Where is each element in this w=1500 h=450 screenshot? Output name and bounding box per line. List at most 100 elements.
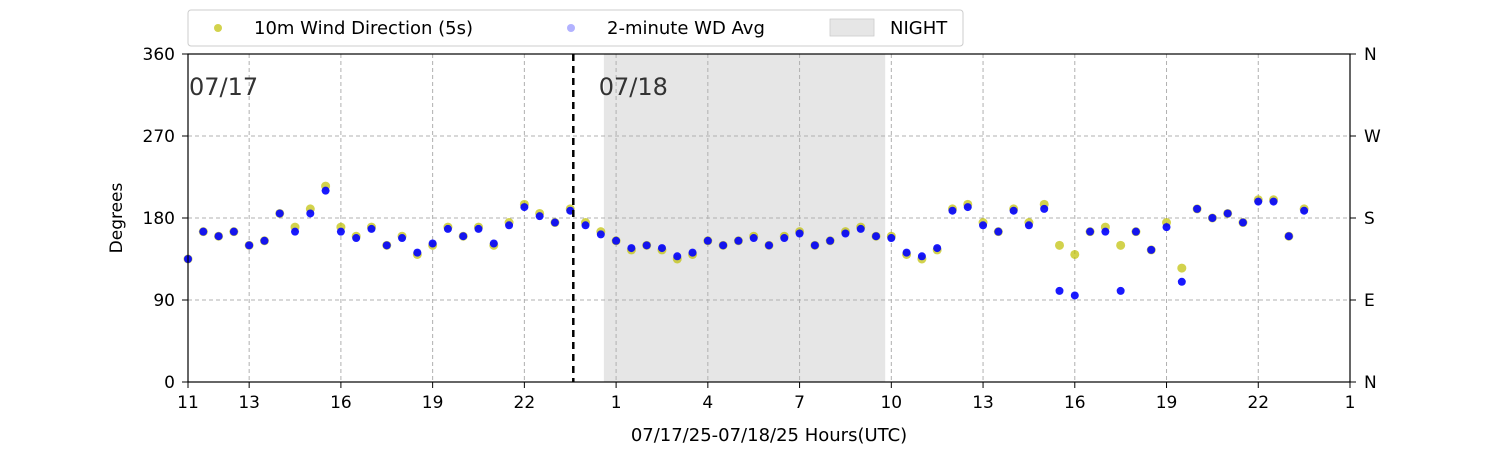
y2-tick-label: S bbox=[1364, 209, 1375, 229]
data-point bbox=[1086, 227, 1095, 236]
x-tick-label: 22 bbox=[514, 393, 536, 413]
data-point bbox=[1269, 197, 1278, 206]
data-point bbox=[703, 236, 712, 245]
y2-tick-label: E bbox=[1364, 291, 1375, 311]
data-point bbox=[505, 221, 514, 230]
data-point bbox=[780, 234, 789, 243]
data-point bbox=[1131, 227, 1140, 236]
data-point bbox=[1162, 223, 1171, 232]
x-axis-title: 07/17/25-07/18/25 Hours(UTC) bbox=[631, 425, 907, 446]
x-tick-label: 11 bbox=[177, 393, 199, 413]
data-point bbox=[657, 244, 666, 253]
data-point bbox=[1024, 221, 1033, 230]
data-point bbox=[581, 221, 590, 230]
series-wd-avg bbox=[184, 186, 1309, 300]
data-point bbox=[1116, 286, 1125, 295]
data-point bbox=[520, 203, 529, 212]
data-point bbox=[367, 224, 376, 233]
x-tick-label: 19 bbox=[1156, 393, 1178, 413]
x-axis-ticks: 11 13 16 19 22 1 4 7 10 13 16 19 22 1 bbox=[177, 382, 1355, 413]
legend-marker-wind-direction bbox=[214, 24, 222, 32]
legend-label-wind-direction: 10m Wind Direction (5s) bbox=[254, 18, 473, 39]
data-point bbox=[321, 186, 330, 195]
data-point bbox=[1040, 204, 1049, 213]
data-point bbox=[550, 218, 559, 227]
data-point bbox=[1116, 240, 1126, 250]
data-point bbox=[489, 239, 498, 248]
data-point bbox=[1055, 286, 1064, 295]
data-point bbox=[810, 241, 819, 250]
y-tick-label: 360 bbox=[143, 45, 175, 65]
legend-label-night: NIGHT bbox=[890, 18, 948, 39]
data-point bbox=[1177, 263, 1187, 273]
data-point bbox=[734, 236, 743, 245]
y-axis-ticks: 0 90 180 270 360 bbox=[143, 45, 188, 393]
data-point bbox=[749, 234, 758, 243]
data-point bbox=[979, 221, 988, 230]
data-point bbox=[627, 244, 636, 253]
legend-marker-wd-avg bbox=[567, 24, 575, 32]
data-point bbox=[443, 224, 452, 233]
data-point bbox=[872, 232, 881, 241]
data-point bbox=[1070, 249, 1080, 259]
data-point bbox=[933, 244, 942, 253]
legend-label-wd-avg: 2-minute WD Avg bbox=[607, 18, 765, 39]
data-point bbox=[1009, 206, 1018, 215]
day-label-first: 07/17 bbox=[189, 73, 258, 101]
data-point bbox=[459, 232, 468, 241]
y-tick-label: 90 bbox=[153, 291, 175, 311]
x-tick-label: 4 bbox=[702, 393, 713, 413]
y2-tick-label: N bbox=[1364, 373, 1377, 393]
data-point bbox=[596, 230, 605, 239]
data-point bbox=[1055, 240, 1064, 250]
data-point bbox=[428, 239, 437, 248]
data-point bbox=[642, 241, 651, 250]
y-axis-title: Degrees bbox=[107, 182, 127, 253]
data-point bbox=[199, 227, 208, 236]
data-point bbox=[1254, 197, 1263, 206]
x-tick-label: 1 bbox=[1345, 393, 1356, 413]
x-tick-label: 16 bbox=[330, 393, 352, 413]
data-point bbox=[1208, 214, 1217, 222]
x-tick-label: 22 bbox=[1247, 393, 1269, 413]
data-point bbox=[917, 252, 926, 261]
legend-marker-night bbox=[829, 18, 875, 37]
data-point bbox=[765, 241, 773, 250]
data-point bbox=[994, 227, 1003, 236]
data-point bbox=[382, 241, 391, 250]
data-point bbox=[1300, 206, 1309, 215]
data-point bbox=[474, 224, 483, 233]
data-point bbox=[398, 234, 407, 243]
data-point bbox=[1147, 245, 1156, 254]
data-point bbox=[291, 227, 300, 236]
data-point bbox=[1101, 227, 1110, 236]
data-point bbox=[1238, 218, 1247, 227]
gridlines bbox=[188, 54, 1350, 382]
data-point bbox=[948, 206, 957, 215]
data-point bbox=[887, 234, 896, 243]
x-tick-label: 7 bbox=[794, 393, 805, 413]
x-tick-label: 10 bbox=[880, 393, 902, 413]
data-point bbox=[1193, 204, 1202, 213]
data-point bbox=[245, 241, 254, 250]
y-tick-label: 180 bbox=[143, 209, 175, 229]
data-point bbox=[535, 212, 544, 221]
data-point bbox=[1070, 291, 1079, 300]
data-point bbox=[719, 241, 728, 250]
data-point bbox=[612, 236, 621, 245]
y2-tick-label: W bbox=[1364, 127, 1381, 147]
data-point bbox=[1177, 277, 1186, 286]
data-point bbox=[413, 248, 422, 257]
data-point bbox=[673, 252, 682, 261]
x-tick-label: 16 bbox=[1064, 393, 1086, 413]
y-tick-label: 270 bbox=[143, 127, 175, 147]
data-point bbox=[795, 229, 804, 238]
x-tick-label: 13 bbox=[238, 393, 260, 413]
x-tick-label: 1 bbox=[611, 393, 622, 413]
data-point bbox=[856, 224, 865, 233]
legend: 10m Wind Direction (5s) 2-minute WD Avg … bbox=[187, 9, 964, 47]
data-point bbox=[963, 203, 972, 212]
data-point bbox=[1223, 209, 1232, 218]
y-tick-label: 0 bbox=[164, 373, 175, 393]
day-label-second: 07/18 bbox=[599, 73, 668, 101]
